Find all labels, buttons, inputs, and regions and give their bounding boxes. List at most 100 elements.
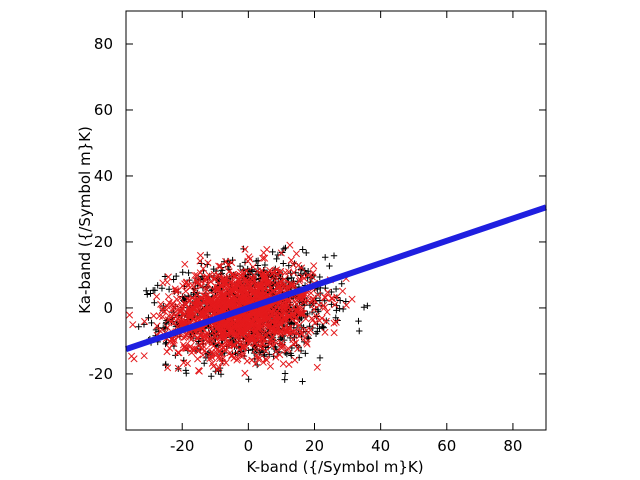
data-point-plus [314, 328, 321, 335]
data-point-cross [196, 251, 205, 259]
data-point-plus [261, 261, 269, 269]
data-point-plus [135, 323, 142, 330]
data-point-cross [226, 349, 234, 357]
data-point-cross [321, 293, 329, 301]
data-point-cross [292, 339, 300, 347]
data-point-plus [281, 376, 288, 383]
data-point-plus [144, 291, 151, 298]
data-point-cross [313, 363, 321, 371]
data-point-cross [158, 313, 167, 321]
data-point-plus [308, 308, 316, 316]
data-point-cross [141, 317, 149, 325]
data-point-cross [275, 305, 283, 313]
data-point-plus [151, 299, 158, 306]
data-point-plus [269, 248, 276, 256]
data-point-cross [259, 344, 267, 352]
data-point-cross [230, 354, 238, 362]
data-point-cross [225, 340, 234, 348]
data-point-plus [356, 327, 363, 335]
data-point-cross [281, 269, 289, 277]
data-point-cross [129, 321, 137, 329]
data-point-cross [195, 295, 203, 304]
data-point-cross [228, 259, 236, 267]
data-point-cross [329, 295, 337, 303]
data-point-cross [176, 317, 184, 325]
data-point-cross [310, 262, 318, 270]
data-point-cross [295, 332, 303, 340]
data-point-cross [308, 314, 316, 322]
data-point-plus [253, 257, 260, 265]
data-point-plus [147, 290, 154, 297]
data-point-cross [188, 345, 196, 353]
data-point-cross [292, 250, 301, 258]
data-point-cross [257, 283, 265, 291]
data-point-cross [308, 297, 316, 305]
data-point-plus [316, 325, 323, 332]
data-point-cross [215, 353, 223, 361]
data-point-cross [181, 310, 189, 318]
data-point-cross [297, 327, 305, 335]
data-point-cross [295, 277, 303, 285]
data-point-cross [215, 262, 223, 270]
data-point-cross [331, 301, 339, 309]
data-point-cross [176, 294, 184, 302]
data-point-cross [164, 273, 172, 281]
data-point-cross [247, 318, 255, 326]
data-point-cross [212, 348, 220, 357]
data-point-cross [224, 332, 232, 340]
data-point-plus [297, 270, 305, 278]
data-point-cross [259, 270, 267, 278]
data-point-plus [316, 273, 323, 281]
data-point-cross [166, 344, 174, 352]
data-point-cross [281, 280, 289, 289]
data-point-cross [271, 281, 279, 289]
data-point-cross [220, 276, 228, 284]
data-point-cross [210, 274, 219, 282]
data-point-cross [231, 272, 239, 280]
data-point-cross [303, 340, 311, 348]
data-point-cross [204, 259, 212, 267]
y-tick-label: 0 [103, 299, 113, 317]
data-point-cross [274, 323, 282, 331]
x-tick-label: -20 [170, 437, 195, 455]
data-point-cross [342, 301, 350, 309]
data-point-plus [297, 347, 305, 355]
data-point-cross [191, 344, 199, 352]
data-point-cross [237, 320, 245, 328]
data-point-cross [197, 301, 206, 309]
data-point-cross [178, 301, 186, 309]
data-point-cross [285, 313, 293, 321]
y-tick-label: -20 [89, 365, 114, 383]
data-point-cross [191, 271, 199, 279]
data-point-cross [297, 264, 306, 272]
data-point-cross [264, 280, 272, 289]
data-point-cross [300, 274, 308, 282]
data-point-cross [245, 285, 253, 293]
data-point-plus [299, 246, 306, 253]
y-tick-label: 60 [94, 101, 113, 119]
data-point-cross [187, 308, 195, 317]
data-point-cross [180, 334, 188, 342]
data-point-cross [243, 357, 251, 365]
data-point-cross [205, 271, 213, 279]
data-point-cross [164, 364, 172, 372]
data-point-cross [217, 345, 225, 353]
data-point-plus [310, 300, 317, 307]
data-point-cross [225, 288, 233, 296]
data-point-cross [327, 294, 335, 302]
data-point-cross [271, 315, 279, 323]
data-point-plus [160, 302, 167, 310]
data-point-cross [176, 307, 184, 315]
data-point-cross [285, 303, 293, 311]
data-point-plus [288, 274, 295, 282]
data-point-cross [153, 322, 161, 330]
data-point-cross [198, 311, 206, 320]
data-point-cross [292, 314, 300, 322]
data-point-cross [157, 300, 165, 308]
data-point-cross [214, 285, 222, 293]
data-point-cross [195, 367, 203, 375]
data-point-cross [323, 308, 331, 316]
data-point-cross [188, 281, 196, 289]
data-point-cross [193, 279, 201, 287]
data-point-plus [273, 255, 280, 263]
